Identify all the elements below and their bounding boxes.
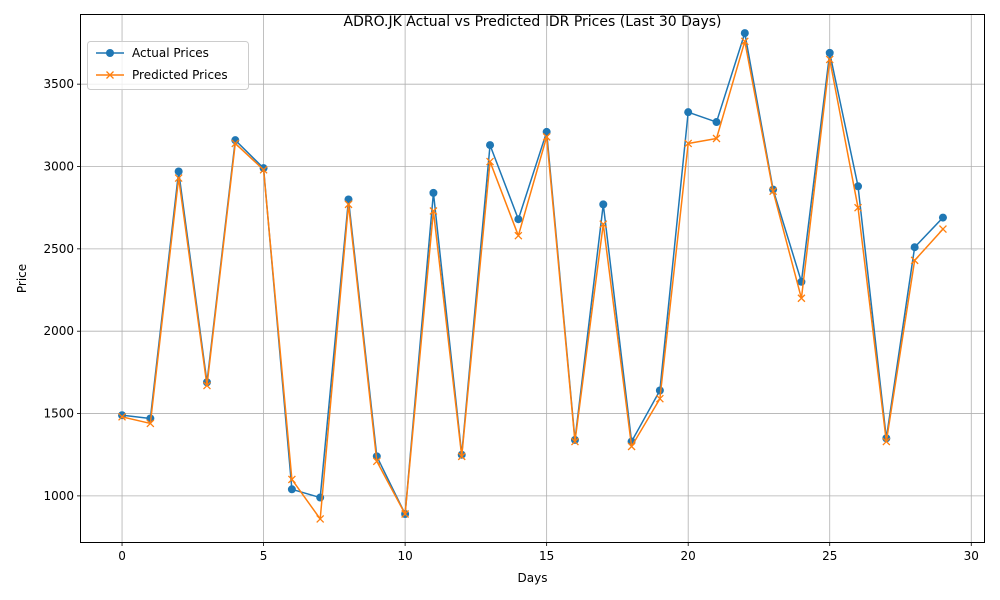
y-tick-label: 2000 bbox=[43, 324, 74, 338]
data-point bbox=[910, 243, 919, 252]
data-point bbox=[740, 29, 749, 38]
data-point bbox=[825, 48, 834, 57]
data-point bbox=[146, 419, 155, 428]
x-tick-label: 30 bbox=[964, 549, 979, 563]
data-point bbox=[854, 203, 862, 212]
data-point bbox=[344, 200, 353, 209]
y-tick-label: 1000 bbox=[43, 489, 74, 503]
data-point bbox=[316, 514, 325, 523]
data-point bbox=[372, 457, 381, 466]
ticks: 0 5 10 15 20 25 30 1000 1500 2000 2500 3000 3500 bbox=[43, 77, 978, 563]
data-point bbox=[401, 510, 410, 518]
x-tick-label: 20 bbox=[681, 549, 696, 563]
series-line bbox=[121, 32, 944, 515]
data-point bbox=[174, 174, 183, 183]
plot-frame bbox=[80, 14, 985, 543]
y-tick-label: 2500 bbox=[43, 242, 74, 256]
data-point bbox=[571, 437, 579, 446]
data-point bbox=[203, 381, 211, 390]
series-actual bbox=[118, 29, 947, 519]
data-point bbox=[457, 452, 466, 461]
data-point bbox=[797, 294, 806, 303]
data-point bbox=[486, 141, 495, 150]
data-point bbox=[854, 182, 863, 191]
data-point bbox=[118, 412, 127, 421]
data-point bbox=[259, 165, 268, 174]
data-point bbox=[655, 394, 664, 403]
x-tick-label: 25 bbox=[822, 549, 837, 563]
chart-title: ADRO.JK Actual vs Predicted IDR Prices (… bbox=[344, 14, 722, 30]
x-tick-label: 5 bbox=[260, 549, 268, 563]
legend-box bbox=[87, 41, 249, 90]
x-axis-label: Days bbox=[518, 571, 548, 585]
legend-label: Actual Prices bbox=[132, 46, 209, 60]
legend-label: Predicted Prices bbox=[132, 68, 228, 82]
data-point bbox=[344, 195, 353, 204]
data-point bbox=[287, 485, 296, 494]
data-point bbox=[514, 231, 523, 240]
data-point bbox=[287, 475, 296, 484]
data-point bbox=[910, 256, 919, 265]
data-point bbox=[231, 139, 240, 148]
x-tick-label: 10 bbox=[397, 549, 412, 563]
data-point bbox=[542, 127, 551, 136]
data-point bbox=[599, 200, 608, 209]
data-point bbox=[514, 215, 523, 224]
series-layer bbox=[118, 29, 947, 523]
data-point bbox=[429, 207, 438, 215]
data-point bbox=[259, 164, 268, 173]
data-point bbox=[938, 225, 947, 234]
legend: Actual Prices Predicted Prices bbox=[87, 41, 249, 90]
y-tick-label: 3000 bbox=[43, 160, 74, 174]
data-point bbox=[684, 139, 693, 148]
data-point bbox=[174, 167, 183, 176]
legend-marker bbox=[106, 71, 114, 79]
data-point bbox=[627, 442, 636, 451]
data-point bbox=[429, 188, 438, 197]
data-point bbox=[938, 213, 947, 222]
data-point bbox=[599, 220, 608, 229]
data-point bbox=[769, 187, 778, 196]
data-point bbox=[740, 37, 749, 46]
data-point bbox=[486, 157, 494, 166]
data-point bbox=[655, 386, 664, 395]
legend-entry: Actual Prices bbox=[96, 46, 209, 60]
data-point bbox=[542, 132, 551, 141]
series-line bbox=[121, 40, 944, 520]
y-axis-label: Price bbox=[15, 264, 29, 293]
legend-marker bbox=[106, 49, 114, 57]
data-point bbox=[712, 134, 721, 143]
y-tick-label: 1500 bbox=[43, 407, 74, 421]
data-point bbox=[825, 55, 834, 64]
x-tick-label: 0 bbox=[118, 549, 126, 563]
grid bbox=[81, 15, 984, 542]
series-predicted bbox=[118, 37, 947, 523]
legend-entry: Predicted Prices bbox=[96, 68, 228, 82]
data-point bbox=[684, 108, 693, 117]
y-tick-label: 3500 bbox=[43, 77, 74, 91]
x-tick-label: 15 bbox=[539, 549, 554, 563]
data-point bbox=[882, 437, 891, 446]
data-point bbox=[712, 118, 721, 127]
